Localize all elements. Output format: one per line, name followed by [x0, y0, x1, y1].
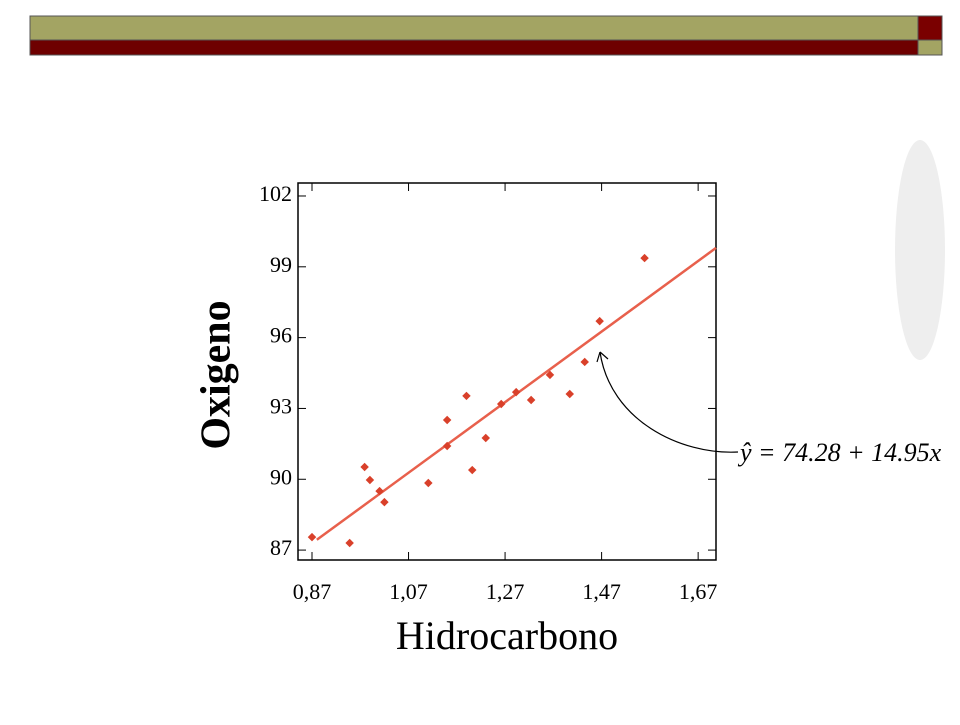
point [526, 395, 536, 405]
header-bar [29, 15, 919, 41]
y-tick-label: 90 [270, 464, 292, 489]
y-tick-label: 99 [270, 252, 292, 277]
point [365, 475, 375, 485]
point [462, 391, 471, 401]
point [307, 532, 317, 542]
x-axis-label: Hidrocarbono [396, 613, 618, 658]
header-bar-dark [29, 39, 919, 56]
y-axis-label: Oxigeno [194, 300, 240, 449]
point [545, 370, 555, 380]
x-tick-label: 1,67 [679, 579, 718, 604]
point [442, 415, 452, 425]
point [442, 441, 452, 451]
background-seal [895, 140, 945, 360]
point [640, 253, 649, 263]
point [481, 433, 491, 443]
x-tick-label: 1,27 [486, 579, 525, 604]
header-square [917, 15, 943, 41]
y-tick-label: 96 [270, 323, 292, 348]
point [375, 486, 384, 496]
y-tick-label: 87 [270, 535, 292, 560]
x-tick-label: 1,07 [389, 579, 428, 604]
annotation-arrow [599, 351, 739, 453]
header-square-olive [917, 39, 943, 56]
point [496, 399, 506, 409]
point [345, 538, 354, 548]
point [360, 462, 369, 472]
point [565, 389, 574, 399]
arrow-head [596, 351, 609, 363]
y-tick-label: 102 [259, 181, 292, 206]
point [424, 478, 433, 488]
x-tick-label: 1,47 [582, 579, 621, 604]
point [511, 387, 521, 397]
point [468, 465, 477, 475]
fit-equation: ŷ = 74.28 + 14.95x [737, 438, 942, 467]
point [580, 357, 589, 367]
plot-frame [297, 182, 717, 561]
point [595, 316, 604, 326]
y-tick-label: 93 [270, 393, 292, 418]
point [380, 497, 389, 507]
x-tick-label: 0,87 [293, 579, 332, 604]
